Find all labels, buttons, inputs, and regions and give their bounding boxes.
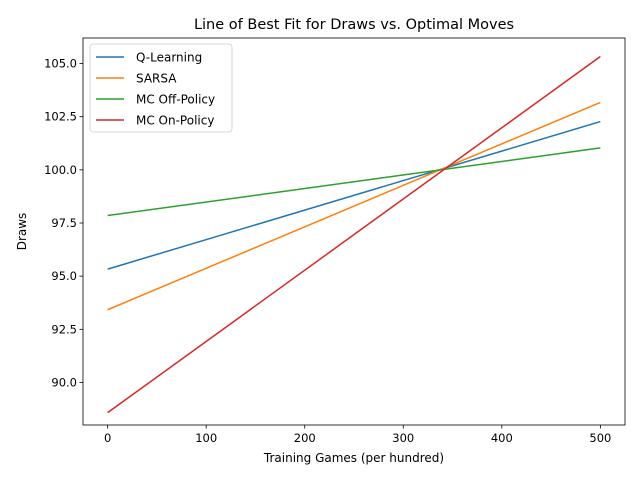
legend-box xyxy=(89,43,233,133)
y-tick-label: 95.0 xyxy=(51,269,77,283)
y-tick-label: 92.5 xyxy=(51,322,77,336)
x-axis-label: Training Games (per hundred) xyxy=(263,451,444,465)
series-line-sarsa xyxy=(107,101,601,311)
y-tick-label: 100.0 xyxy=(44,163,77,177)
y-tick-label: 102.5 xyxy=(44,110,77,124)
series-group xyxy=(107,55,601,414)
legend-label-sarsa: SARSA xyxy=(136,71,177,85)
y-axis-label: Draws xyxy=(15,213,29,251)
x-tick-label: 400 xyxy=(491,431,513,445)
chart-title: Line of Best Fit for Draws vs. Optimal M… xyxy=(194,17,514,33)
x-axis: 0 100 200 300 400 500 xyxy=(104,425,611,445)
legend-label-mc-off-policy: MC Off-Policy xyxy=(136,92,215,106)
y-tick-label: 90.0 xyxy=(51,375,77,389)
x-tick-label: 100 xyxy=(195,431,217,445)
x-tick-label: 300 xyxy=(392,431,414,445)
series-line-q-learning xyxy=(107,120,601,270)
series-line-mc-on-policy xyxy=(107,55,601,414)
y-axis: 90.0 92.5 95.0 97.5 100.0 102.5 105.0 xyxy=(44,57,83,389)
legend-label-mc-on-policy: MC On-Policy xyxy=(136,113,214,127)
legend: Q-Learning SARSA MC Off-Policy MC On-Policy xyxy=(89,43,233,133)
x-tick-label: 200 xyxy=(294,431,316,445)
legend-label-q-learning: Q-Learning xyxy=(136,50,202,64)
x-tick-label: 0 xyxy=(104,431,111,445)
y-tick-label: 105.0 xyxy=(44,57,77,71)
x-tick-label: 500 xyxy=(589,431,611,445)
series-line-mc-off-policy xyxy=(107,147,601,217)
y-tick-label: 97.5 xyxy=(51,216,77,230)
